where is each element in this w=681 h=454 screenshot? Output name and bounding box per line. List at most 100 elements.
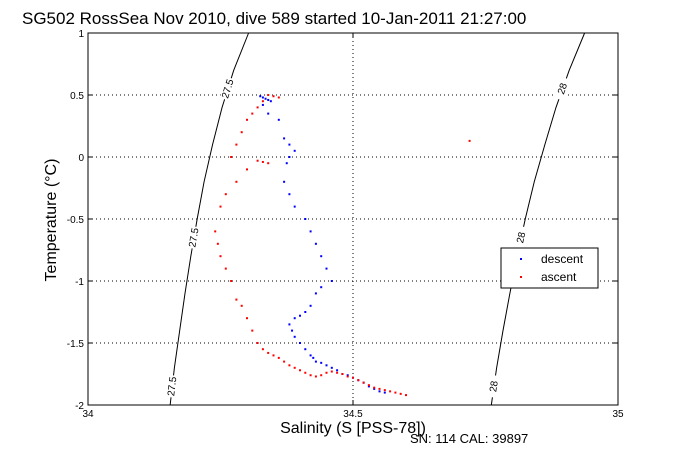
data-point-ascent	[235, 143, 238, 146]
data-point-ascent	[246, 168, 248, 171]
y-tick-label: -1.5	[67, 339, 85, 350]
data-points	[214, 94, 471, 397]
data-point-descent	[346, 374, 349, 377]
data-point-descent	[293, 205, 296, 208]
data-point-descent	[383, 391, 386, 394]
data-point-ascent	[288, 364, 291, 367]
data-point-ascent	[367, 384, 370, 387]
data-point-descent	[261, 96, 264, 99]
data-point-descent	[309, 304, 312, 307]
data-point-ascent	[378, 387, 381, 390]
data-point-descent	[264, 97, 267, 100]
data-point-ascent	[352, 376, 354, 379]
data-point-descent	[373, 387, 376, 390]
data-point-ascent	[304, 371, 307, 374]
contour-label: 28	[556, 81, 570, 96]
axis-ticks: 34 34.5 35 -2 -1.5 -1 -0.5 0 0.5 1	[67, 29, 624, 420]
data-point-descent	[283, 137, 286, 140]
x-tick-label: 34.5	[343, 409, 363, 420]
data-point-ascent	[272, 95, 275, 98]
data-point-ascent	[251, 329, 254, 332]
legend-box	[500, 247, 599, 289]
data-point-ascent	[246, 317, 248, 320]
data-point-ascent	[399, 392, 402, 395]
data-point-ascent	[251, 112, 254, 115]
contour-label-bg	[514, 225, 529, 250]
data-point-ascent	[389, 390, 392, 393]
data-point-descent	[309, 230, 312, 233]
data-point-descent	[288, 156, 291, 158]
legend-marker-descent	[520, 258, 522, 260]
y-axis-label: Temperature (°C)	[43, 159, 60, 282]
data-point-descent	[291, 329, 294, 332]
legend-label-ascent: ascent	[541, 270, 577, 284]
data-point-descent	[299, 314, 301, 317]
data-point-ascent	[277, 96, 280, 99]
density-contours: 27.5 27.5 27.5 28 28 28	[166, 32, 586, 406]
contour-label: 28	[515, 231, 528, 245]
legend-label-descent: descent	[541, 252, 584, 266]
legend-marker-ascent	[520, 276, 522, 278]
data-point-descent	[320, 361, 323, 364]
data-point-ascent	[224, 193, 227, 196]
data-point-descent	[367, 385, 370, 388]
x-tick-label: 35	[612, 409, 624, 420]
data-point-descent	[304, 218, 307, 220]
data-point-ascent	[267, 94, 270, 96]
contour-label: 27.5	[220, 78, 236, 100]
data-point-ascent	[373, 386, 376, 389]
y-tick-label: 0.5	[70, 91, 84, 102]
data-point-descent	[285, 162, 288, 165]
data-point-descent	[267, 98, 270, 101]
data-point-ascent	[341, 373, 344, 375]
data-point-ascent	[261, 160, 264, 163]
data-point-descent	[330, 366, 333, 369]
data-point-descent	[325, 267, 328, 270]
data-point-descent	[320, 286, 323, 289]
data-point-descent	[299, 342, 301, 344]
data-point-ascent	[362, 381, 365, 384]
data-point-ascent	[240, 304, 243, 307]
data-point-ascent	[330, 370, 333, 373]
data-point-ascent	[219, 255, 222, 258]
data-point-ascent	[314, 375, 317, 378]
y-tick-label: 1	[78, 29, 84, 40]
data-point-descent	[314, 360, 317, 363]
contour-label-bg	[487, 374, 501, 398]
y-tick-label: -1	[75, 277, 84, 288]
data-point-ascent	[405, 394, 407, 397]
data-point-ascent	[235, 298, 238, 301]
data-point-ascent	[261, 348, 264, 351]
data-point-ascent	[267, 351, 270, 354]
data-point-ascent	[246, 118, 248, 121]
data-point-ascent	[468, 139, 471, 142]
data-point-descent	[288, 323, 291, 326]
data-point-descent	[288, 193, 291, 196]
data-point-ascent	[346, 375, 349, 378]
y-tick-label: 0	[78, 153, 84, 164]
data-point-ascent	[230, 280, 233, 282]
data-point-ascent	[261, 100, 264, 103]
y-tick-label: -2	[75, 401, 84, 412]
data-point-descent	[314, 242, 317, 245]
data-point-descent	[267, 112, 270, 115]
contour-label-bg	[187, 225, 201, 250]
data-point-ascent	[235, 180, 238, 183]
data-point-ascent	[256, 159, 259, 162]
data-point-ascent	[309, 374, 312, 377]
data-point-descent	[314, 292, 317, 295]
data-point-ascent	[240, 131, 243, 134]
density-contour-28	[490, 32, 586, 406]
data-point-ascent	[216, 242, 219, 245]
data-point-ascent	[277, 356, 280, 359]
data-point-ascent	[267, 162, 270, 165]
data-point-descent	[293, 149, 296, 152]
data-point-descent	[259, 95, 262, 98]
data-point-ascent	[272, 354, 275, 357]
contour-label-bg	[554, 76, 572, 101]
data-point-descent	[325, 364, 328, 367]
data-point-descent	[378, 390, 381, 393]
data-point-ascent	[283, 360, 286, 363]
data-point-ascent	[325, 371, 328, 374]
